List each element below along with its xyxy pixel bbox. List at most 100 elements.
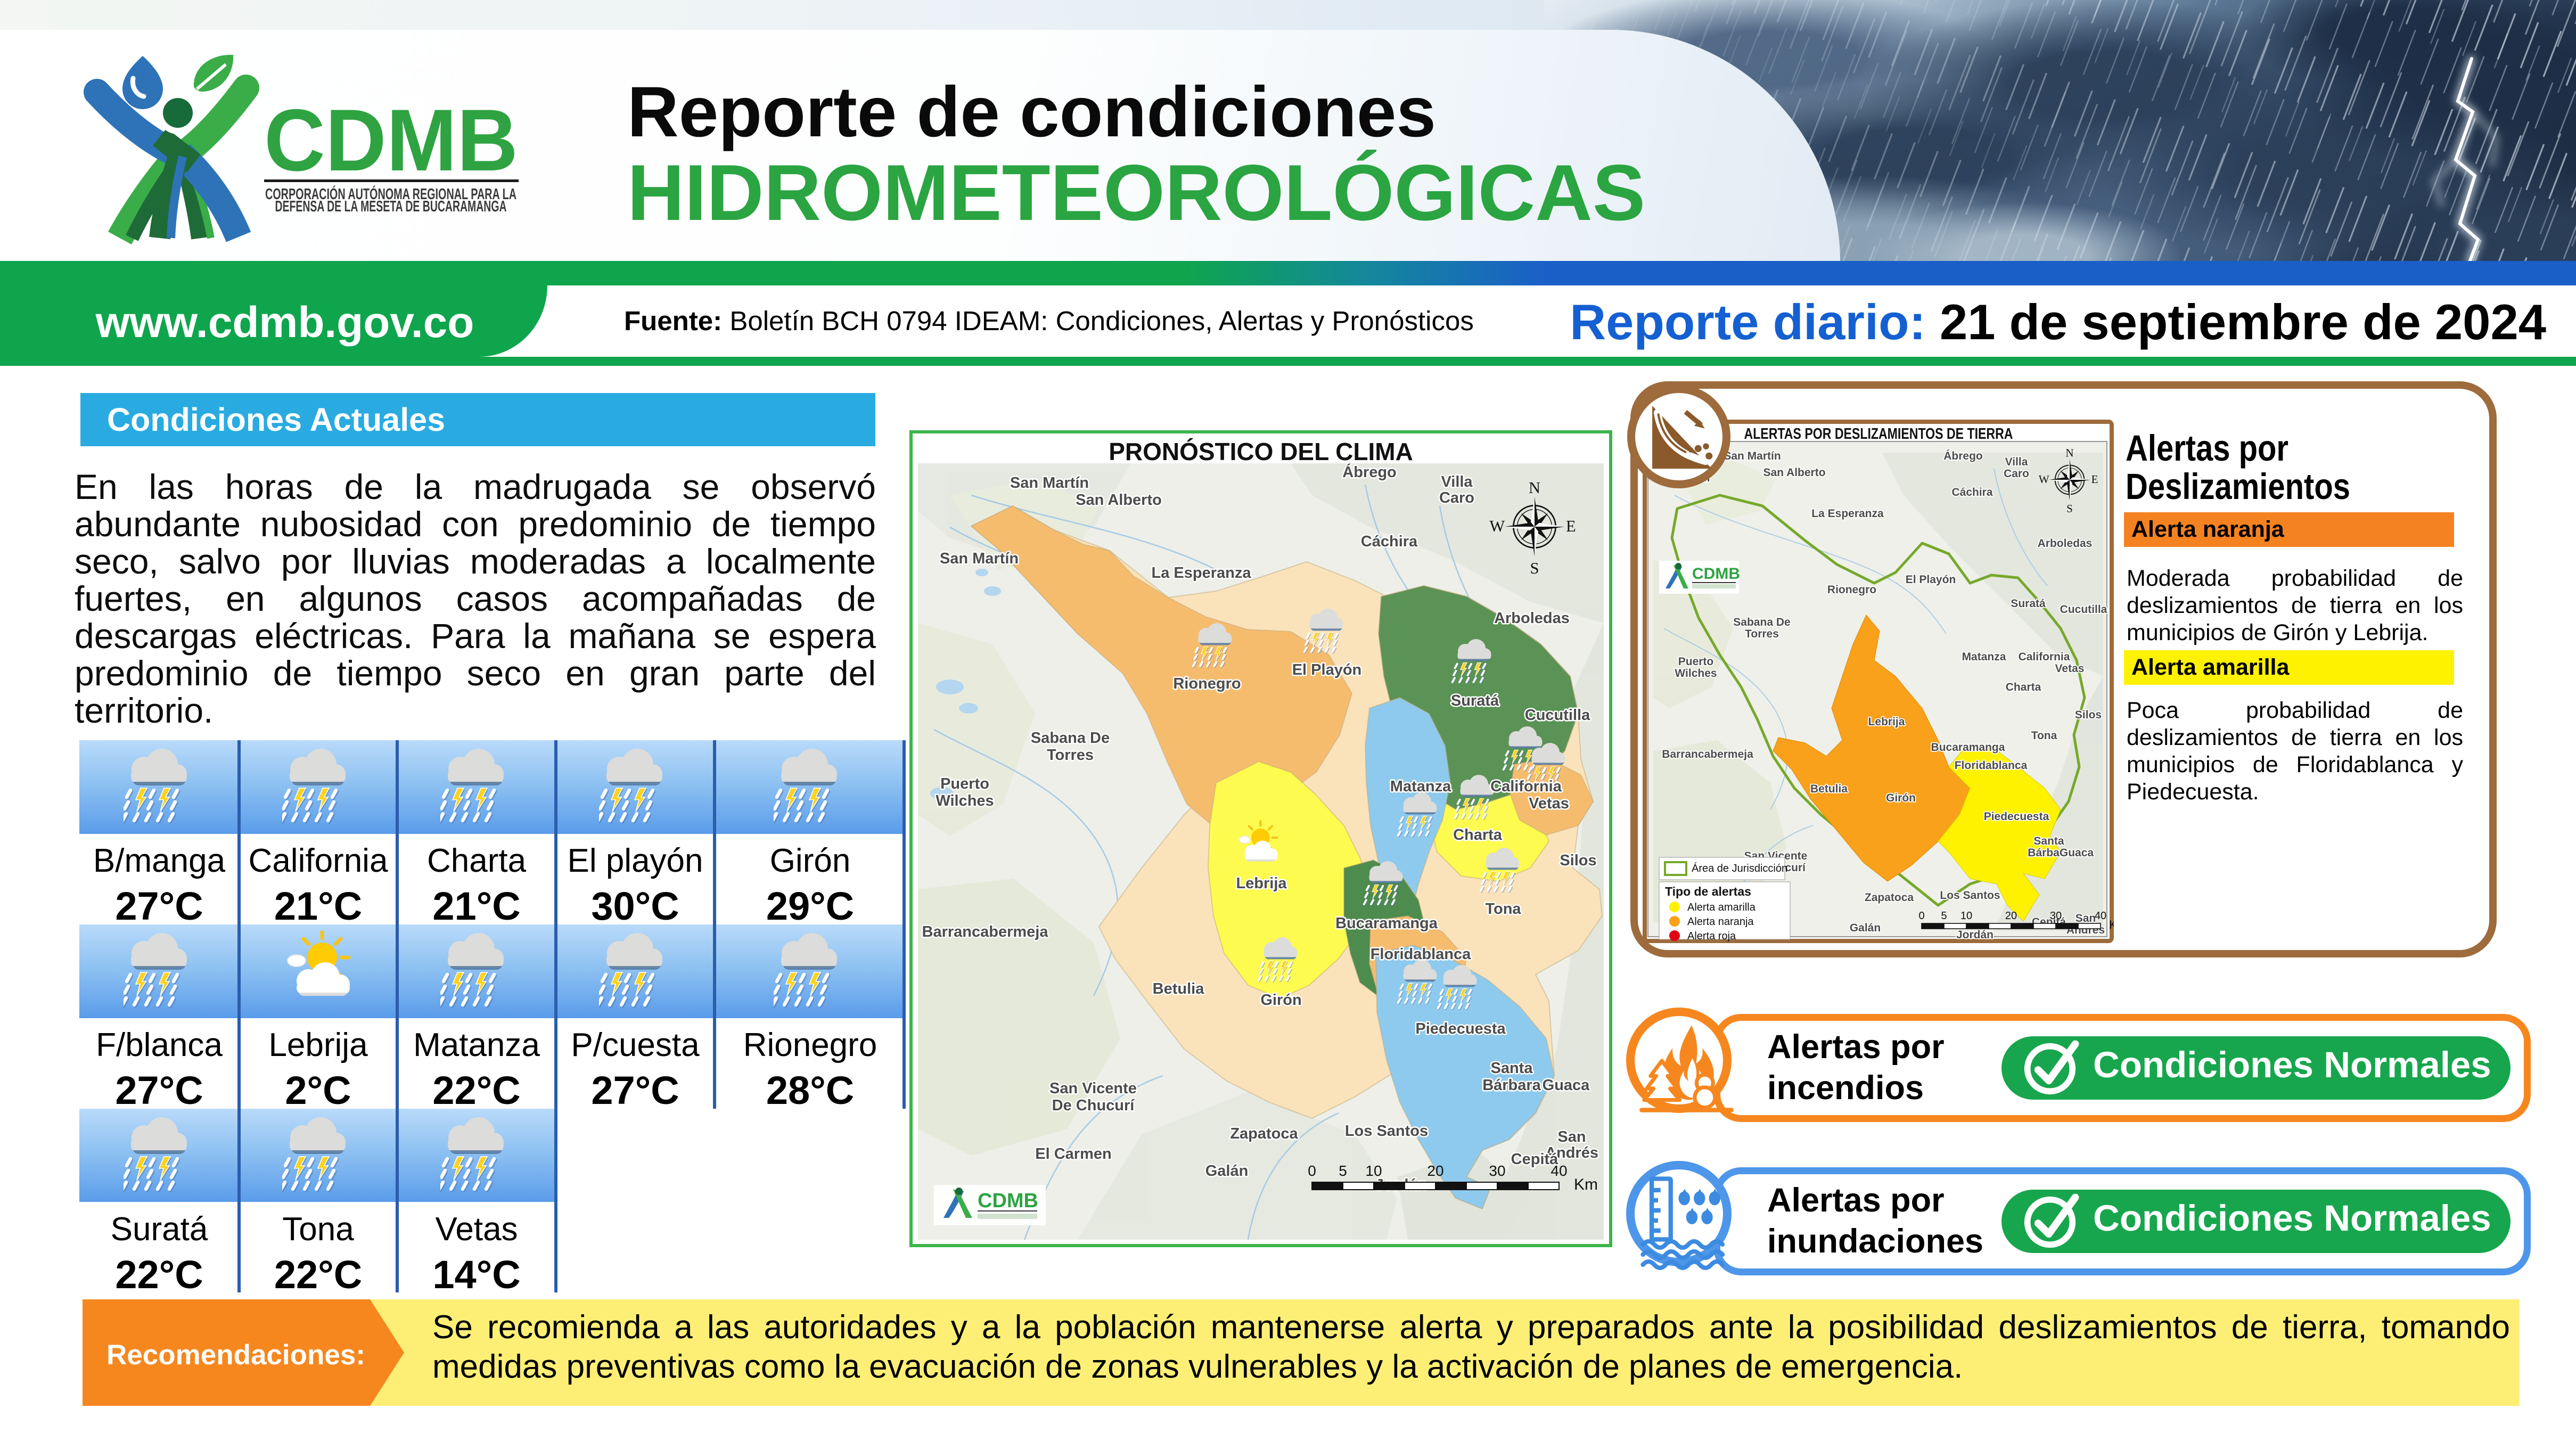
svg-text:Bucaramanga: Bucaramanga bbox=[1931, 741, 2005, 754]
svg-text:Matanza: Matanza bbox=[1390, 778, 1451, 795]
svg-text:Torres: Torres bbox=[1047, 747, 1094, 764]
svg-text:Bárbara: Bárbara bbox=[2028, 847, 2070, 859]
svg-text:5: 5 bbox=[1941, 910, 1947, 922]
svg-text:Barrancabermeja: Barrancabermeja bbox=[922, 923, 1049, 940]
svg-text:California: California bbox=[1490, 778, 1562, 795]
svg-text:40: 40 bbox=[1550, 1163, 1567, 1179]
svg-text:Caro: Caro bbox=[1439, 489, 1474, 506]
svg-text:CDMB: CDMB bbox=[978, 1190, 1038, 1212]
svg-text:Girón: Girón bbox=[1886, 792, 1916, 804]
svg-text:Girón: Girón bbox=[1260, 992, 1301, 1009]
svg-text:20: 20 bbox=[1427, 1163, 1443, 1179]
svg-text:Ábrego: Ábrego bbox=[1342, 463, 1397, 481]
svg-text:Santa: Santa bbox=[1491, 1060, 1533, 1077]
svg-text:Floridablanca: Floridablanca bbox=[1371, 946, 1471, 963]
svg-text:San Martín: San Martín bbox=[1010, 474, 1089, 492]
svg-text:CDMB: CDMB bbox=[1692, 565, 1740, 583]
svg-text:Cáchira: Cáchira bbox=[1951, 486, 1992, 498]
svg-text:Bárbara: Bárbara bbox=[1482, 1077, 1541, 1094]
svg-text:Suratá: Suratá bbox=[1451, 692, 1499, 709]
svg-text:Charta: Charta bbox=[2006, 681, 2041, 693]
svg-text:Silos: Silos bbox=[1560, 852, 1596, 869]
svg-text:San Martín: San Martín bbox=[1724, 450, 1781, 462]
svg-text:Km: Km bbox=[2109, 918, 2114, 931]
svg-text:San Martín: San Martín bbox=[940, 550, 1019, 567]
svg-text:Guaca: Guaca bbox=[2060, 847, 2094, 859]
svg-text:Charta: Charta bbox=[1453, 826, 1503, 844]
svg-text:Los Santos: Los Santos bbox=[1940, 889, 2000, 902]
svg-text:5: 5 bbox=[1339, 1163, 1347, 1179]
svg-text:10: 10 bbox=[1960, 910, 1972, 922]
svg-text:Galán: Galán bbox=[1205, 1163, 1249, 1180]
svg-text:San Vicente: San Vicente bbox=[1049, 1080, 1137, 1097]
svg-text:Alerta amarilla: Alerta amarilla bbox=[1687, 902, 1756, 913]
svg-text:Wilches: Wilches bbox=[936, 792, 994, 809]
svg-text:0: 0 bbox=[1918, 910, 1924, 922]
svg-text:PRONÓSTICO DEL CLIMA: PRONÓSTICO DEL CLIMA bbox=[1109, 438, 1413, 465]
svg-text:Cepitá: Cepitá bbox=[1511, 1151, 1559, 1168]
svg-text:De Chucurí: De Chucurí bbox=[1052, 1097, 1135, 1114]
svg-text:Caro: Caro bbox=[2004, 468, 2029, 480]
svg-text:Bucaramanga: Bucaramanga bbox=[1335, 915, 1438, 932]
svg-text:San: San bbox=[2075, 912, 2096, 924]
svg-text:Puerto: Puerto bbox=[1678, 656, 1714, 668]
svg-text:Cucutilla: Cucutilla bbox=[1525, 707, 1590, 724]
svg-text:San Alberto: San Alberto bbox=[1763, 466, 1825, 479]
svg-text:Suratá: Suratá bbox=[2011, 597, 2046, 610]
svg-text:Santa: Santa bbox=[2033, 835, 2064, 847]
svg-text:California: California bbox=[2019, 651, 2070, 663]
svg-text:CDMB: CDMB bbox=[264, 91, 518, 189]
svg-text:Tona: Tona bbox=[2031, 730, 2057, 742]
svg-text:La Esperanza: La Esperanza bbox=[1811, 507, 1884, 520]
svg-text:Sabana De: Sabana De bbox=[1733, 616, 1790, 628]
svg-text:Cucutilla: Cucutilla bbox=[2060, 603, 2107, 616]
svg-text:20: 20 bbox=[2005, 910, 2017, 922]
svg-text:Rionegro: Rionegro bbox=[1173, 675, 1241, 692]
svg-text:Barrancabermeja: Barrancabermeja bbox=[1662, 748, 1753, 760]
svg-text:Betulia: Betulia bbox=[1153, 980, 1205, 997]
svg-text:Piedecuesta: Piedecuesta bbox=[1984, 811, 2049, 823]
svg-text:Arboledas: Arboledas bbox=[2038, 537, 2093, 550]
svg-text:Sabana De: Sabana De bbox=[1031, 730, 1110, 747]
svg-text:Rionegro: Rionegro bbox=[1827, 584, 1876, 596]
svg-text:Lebrija: Lebrija bbox=[1868, 716, 1905, 728]
svg-text:Los Santos: Los Santos bbox=[1345, 1123, 1428, 1140]
svg-text:CORPORACIÓN AUTÓNOMA REGIONAL: CORPORACIÓN AUTÓNOMA REGIONAL PARA LA bbox=[265, 185, 516, 203]
svg-text:30: 30 bbox=[2050, 910, 2062, 922]
svg-text:San: San bbox=[1557, 1128, 1586, 1145]
svg-text:Floridablanca: Floridablanca bbox=[1955, 759, 2028, 772]
svg-text:Guaca: Guaca bbox=[1543, 1077, 1590, 1094]
svg-text:Piedecuesta: Piedecuesta bbox=[1415, 1020, 1506, 1037]
svg-text:Alerta roja: Alerta roja bbox=[1687, 930, 1736, 942]
svg-text:Vetas: Vetas bbox=[2055, 662, 2085, 675]
svg-text:0: 0 bbox=[1308, 1163, 1316, 1179]
svg-text:Galán: Galán bbox=[1850, 922, 1881, 934]
svg-text:Ábrego: Ábrego bbox=[1943, 450, 1983, 462]
svg-text:La Esperanza: La Esperanza bbox=[1152, 564, 1252, 582]
svg-text:Alerta naranja: Alerta naranja bbox=[1687, 916, 1754, 928]
svg-text:Cáchira: Cáchira bbox=[1361, 533, 1418, 550]
svg-text:Matanza: Matanza bbox=[1962, 651, 2006, 663]
svg-text:Km: Km bbox=[1574, 1176, 1598, 1193]
svg-text:ALERTAS POR DESLIZAMIENTOS DE: ALERTAS POR DESLIZAMIENTOS DE TIERRA bbox=[1744, 425, 2013, 443]
svg-text:Zapatoca: Zapatoca bbox=[1865, 891, 1914, 904]
svg-text:Tipo de alertas: Tipo de alertas bbox=[1665, 885, 1751, 898]
svg-text:El Playón: El Playón bbox=[1906, 574, 1956, 586]
svg-text:Jordán: Jordán bbox=[1956, 929, 1993, 941]
svg-text:Villa: Villa bbox=[2005, 456, 2028, 468]
svg-text:30: 30 bbox=[1489, 1163, 1505, 1179]
svg-text:San Alberto: San Alberto bbox=[1076, 492, 1162, 509]
svg-text:Zapatoca: Zapatoca bbox=[1230, 1125, 1298, 1142]
svg-text:Tona: Tona bbox=[1485, 900, 1521, 918]
svg-text:Andrés: Andrés bbox=[1545, 1144, 1598, 1161]
svg-text:Villa: Villa bbox=[1441, 473, 1473, 490]
svg-text:El Playón: El Playón bbox=[1292, 661, 1362, 678]
svg-text:Puerto: Puerto bbox=[940, 775, 989, 792]
svg-text:Torres: Torres bbox=[1745, 628, 1779, 640]
svg-text:DEFENSA DE LA MESETA DE BUCARA: DEFENSA DE LA MESETA DE BUCARAMANGA bbox=[275, 198, 507, 215]
svg-text:Arboledas: Arboledas bbox=[1494, 610, 1570, 627]
svg-text:Betulia: Betulia bbox=[1810, 783, 1848, 795]
svg-text:40: 40 bbox=[2095, 910, 2106, 922]
svg-text:Silos: Silos bbox=[2075, 709, 2102, 721]
svg-text:Wilches: Wilches bbox=[1675, 667, 1717, 680]
